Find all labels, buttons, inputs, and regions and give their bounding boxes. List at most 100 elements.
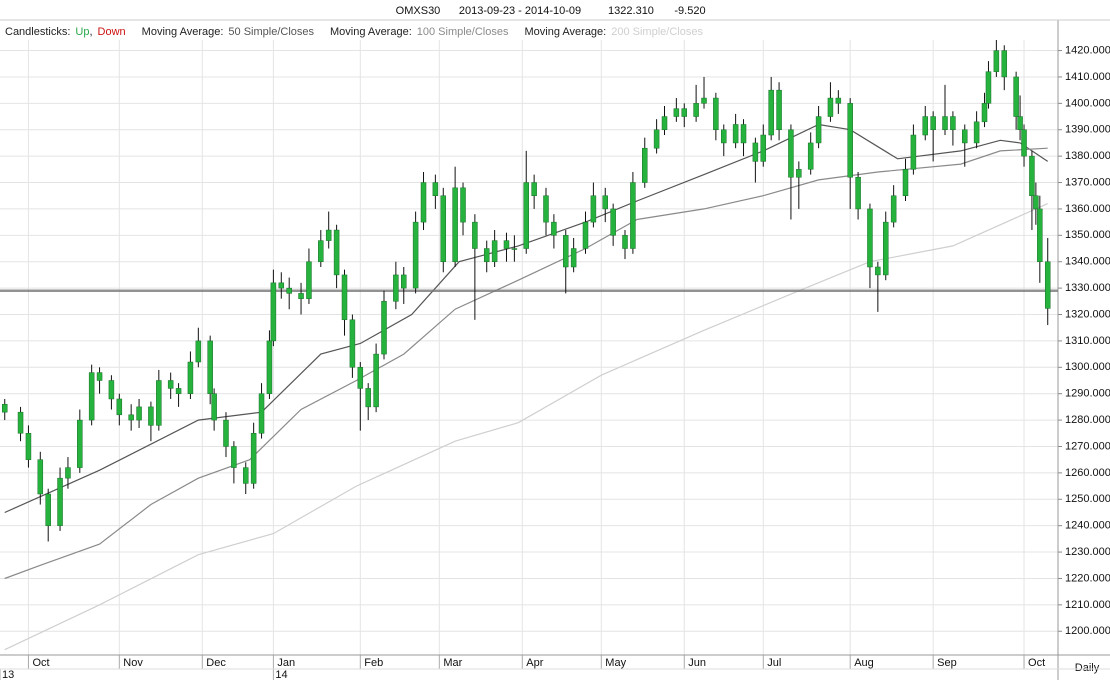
candle-body [207,340,213,394]
candle-body [128,414,134,421]
candle-body [357,367,364,389]
candle-body [630,182,636,249]
candle-body [827,97,834,117]
legend: Candlesticks: Up , Down Moving Average: 5… [5,26,703,38]
price-change: -9.520 [674,5,705,17]
candle-body [562,235,569,268]
candle-body [701,97,707,104]
candle-body [45,493,51,526]
candle-body [602,195,608,210]
y-tick-label: 1270.000 [1065,440,1110,452]
y-tick-label: 1400.000 [1065,97,1110,109]
legend-ma-name: 200 Simple/Closes [611,26,703,38]
candle-body [25,433,32,460]
candle-body [815,116,822,144]
candle-body [610,208,616,236]
candle-body [472,221,478,249]
x-tick-label: Jan [277,657,295,669]
legend-down: Down [97,26,126,38]
legend-ma-label: Moving Average: [141,26,224,38]
candle-body [721,129,727,144]
y-tick-label: 1250.000 [1065,493,1110,505]
candle-body [661,116,668,130]
candle-body [523,182,529,249]
candle-body [835,97,842,104]
candle-body [278,282,285,289]
candle-body [483,248,490,262]
last-price: 1322.310 [608,5,654,17]
x-tick-label: Mar [443,657,462,669]
legend-ma-label: Moving Average: [524,26,607,38]
candle-body [752,142,759,162]
y-tick-label: 1340.000 [1065,256,1110,268]
candle-body [981,103,988,123]
candle-body [882,221,889,276]
year-tick-label: 13 [2,669,14,680]
candle-body [223,419,229,447]
legend-ma-name: 50 Simple/Closes [228,26,315,38]
y-tick-label: 1230.000 [1065,546,1110,558]
y-tick-label: 1360.000 [1065,203,1110,215]
candle-body [491,240,498,262]
candle-body [867,208,873,268]
candle-body [732,124,739,144]
candle-body [1,403,8,413]
candle-body [993,50,1000,72]
candle-body [108,380,115,400]
candle-body [242,467,249,484]
candle-body [673,108,680,117]
x-tick-label: Oct [1028,657,1045,669]
candle-body [653,129,660,149]
candle-body [231,446,237,468]
candle-body [452,187,458,262]
candle-body [590,195,597,223]
candle-body [847,103,853,178]
y-tick-label: 1220.000 [1065,572,1110,584]
candle-body [1029,155,1035,196]
candle-body [930,116,936,130]
candle-body [401,274,407,289]
y-tick-label: 1330.000 [1065,282,1110,294]
moving-average [4,147,1048,580]
candle-body [1037,208,1043,262]
candle-body [96,372,103,381]
candle-body [985,71,992,104]
x-tick-label: Jul [767,657,781,669]
candle-body [713,97,719,130]
candle-body [432,182,439,196]
candle-body [855,177,861,210]
y-tick-label: 1410.000 [1065,71,1110,83]
candle-body [543,195,549,223]
period: Daily [1075,662,1100,674]
y-tick-label: 1420.000 [1065,44,1110,56]
candle-body [77,419,83,468]
x-tick-label: May [605,657,626,669]
candle-body [1013,76,1019,117]
candle-body [420,182,427,223]
candle-body [286,287,292,294]
candle-body [270,282,277,342]
candle-body [642,147,648,183]
candle-body [250,433,257,484]
legend-separator: , [89,26,93,38]
candle-body [156,380,162,426]
candle-body [760,134,767,162]
candle-body [460,187,466,223]
y-tick-label: 1200.000 [1065,625,1110,637]
candle-body [962,129,968,144]
candle-body [776,89,782,130]
candle-body [306,261,312,299]
legend-up: Up [75,26,90,38]
candle-body [116,398,123,416]
candle-body [570,248,577,268]
candle-body [381,301,387,355]
candle-body [412,221,419,289]
candle-body [298,293,304,299]
candle-body [37,459,44,495]
candle-body [266,340,273,394]
candle-body [175,388,182,394]
candle-body [693,103,699,117]
y-tick-label: 1310.000 [1065,335,1110,347]
legend-ma-label: Moving Average: [330,26,412,38]
candle-body [788,129,794,178]
